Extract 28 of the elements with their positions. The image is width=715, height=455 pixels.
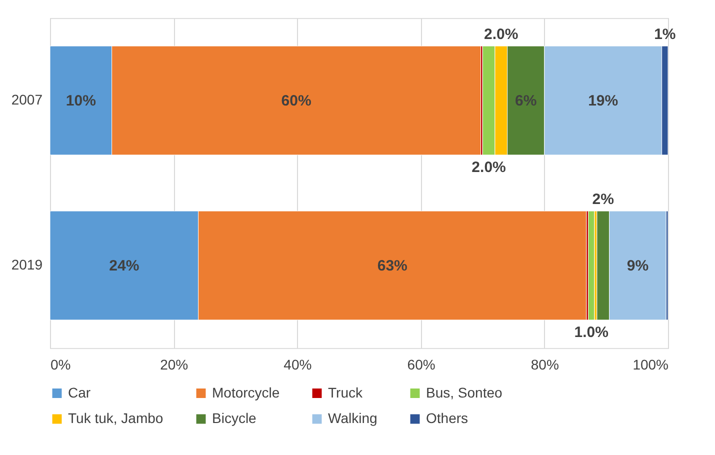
data-label: 63%: [377, 258, 408, 274]
legend-label: Bus, Sonteo: [426, 384, 502, 400]
data-label: 24%: [109, 258, 140, 274]
x-tick-label: 40%: [284, 356, 312, 372]
data-label: 2.0%: [472, 159, 506, 176]
x-tick-label: 80%: [530, 356, 559, 372]
legend-label: Tuk tuk, Jambo: [68, 410, 164, 426]
legend-label: Walking: [328, 410, 378, 426]
x-tick-label: 20%: [160, 356, 188, 372]
legend-label: Motorcycle: [212, 384, 280, 400]
legend-label: Bicycle: [212, 410, 257, 426]
x-tick-label: 100%: [632, 356, 668, 372]
legend-label: Others: [426, 410, 468, 426]
x-tick-label: 60%: [407, 356, 436, 372]
data-label: 1.0%: [574, 324, 608, 341]
data-label: 10%: [66, 92, 96, 110]
y-tick-label: 2007: [11, 92, 43, 108]
legend-label: Car: [68, 384, 91, 400]
x-tick-label: 0%: [50, 356, 71, 372]
data-label: 9%: [626, 258, 649, 274]
legend-label: Truck: [328, 384, 364, 400]
data-label: 60%: [281, 92, 312, 110]
y-tick-label: 2019: [11, 256, 43, 272]
data-label: 6%: [515, 92, 537, 110]
data-label: 19%: [588, 92, 618, 110]
data-label: 2.0%: [484, 26, 518, 43]
data-label: 2%: [592, 191, 614, 208]
data-label: 1%: [654, 26, 676, 43]
